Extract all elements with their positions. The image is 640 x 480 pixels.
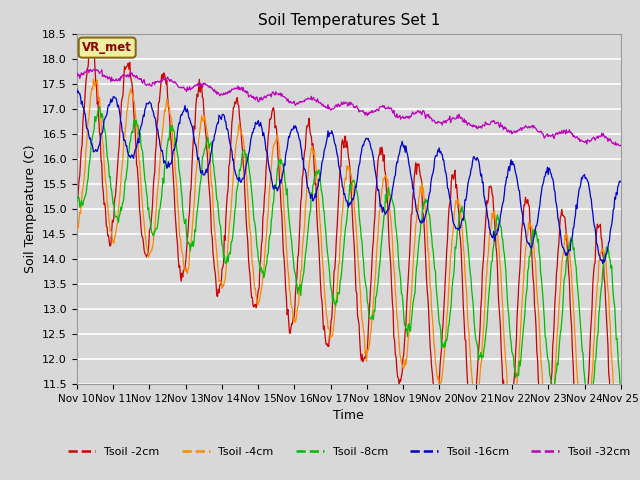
- Text: VR_met: VR_met: [82, 41, 132, 54]
- Legend: Tsoil -2cm, Tsoil -4cm, Tsoil -8cm, Tsoil -16cm, Tsoil -32cm: Tsoil -2cm, Tsoil -4cm, Tsoil -8cm, Tsoi…: [63, 442, 634, 461]
- Title: Soil Temperatures Set 1: Soil Temperatures Set 1: [258, 13, 440, 28]
- Y-axis label: Soil Temperature (C): Soil Temperature (C): [24, 144, 36, 273]
- X-axis label: Time: Time: [333, 409, 364, 422]
